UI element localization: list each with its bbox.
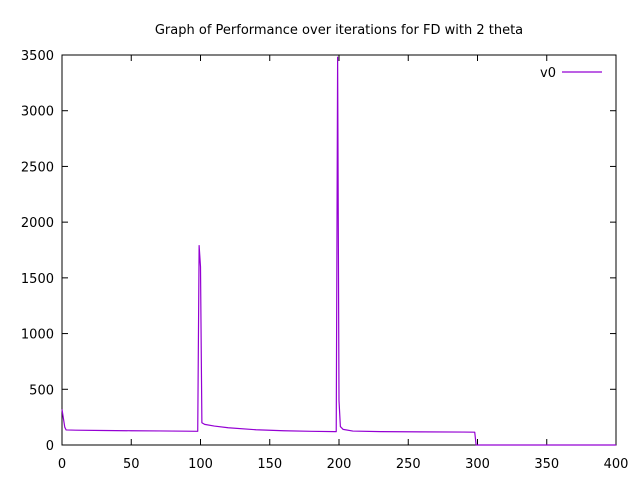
x-tick-label-50: 50 [123,457,140,472]
legend-label-v0: v0 [540,66,556,81]
legend: v0 [540,66,602,81]
x-tick-label-200: 200 [327,457,352,472]
x-tick-label-300: 300 [465,457,490,472]
y-tick-label-0: 0 [46,439,54,454]
x-tick-label-250: 250 [396,457,421,472]
x-tick-label-100: 100 [188,457,213,472]
y-tick-label-500: 500 [29,383,54,398]
y-tick-label-1500: 1500 [21,272,54,287]
y-tick-label-1000: 1000 [21,328,54,343]
series-line-v0 [61,56,616,446]
x-axis: 0 50 100 150 200 250 300 350 400 [58,55,629,472]
series-layer [61,56,616,446]
y-tick-label-3000: 3000 [21,105,54,120]
y-axis: 0 500 1000 1500 2000 2500 3000 3500 [21,49,616,454]
y-tick-label-3500: 3500 [21,49,54,64]
x-tick-label-0: 0 [58,457,66,472]
chart-title: Graph of Performance over iterations for… [155,23,523,38]
y-tick-label-2500: 2500 [21,160,54,175]
x-tick-label-400: 400 [604,457,629,472]
x-tick-label-150: 150 [257,457,282,472]
y-tick-label-2000: 2000 [21,216,54,231]
x-tick-label-350: 350 [534,457,559,472]
